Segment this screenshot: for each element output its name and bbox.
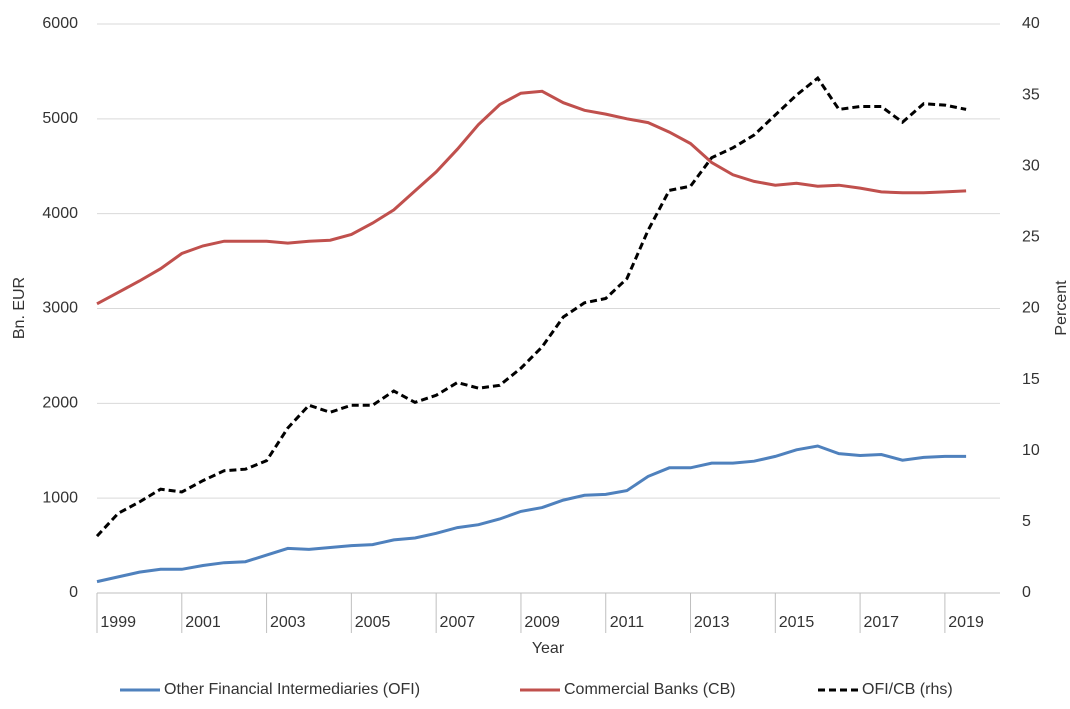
y2-tick-label: 5 [1022, 513, 1031, 530]
y-axis-title: Bn. EUR [11, 277, 28, 339]
y2-tick-label: 20 [1022, 300, 1040, 317]
legend-label: Other Financial Intermediaries (OFI) [164, 681, 420, 698]
y-tick-label: 1000 [42, 489, 78, 506]
legend-label: Commercial Banks (CB) [564, 681, 736, 698]
y2-axis-title: Percent [1053, 280, 1070, 336]
series-line [96, 444, 967, 584]
y2-tick-label: 25 [1022, 229, 1040, 246]
y2-tick-label: 30 [1022, 157, 1040, 174]
y-tick-label: 0 [69, 584, 78, 601]
x-axis-title: Year [532, 640, 565, 657]
x-tick-label: 2001 [185, 614, 221, 631]
legend-label: OFI/CB (rhs) [862, 681, 953, 698]
x-tick-label: 2017 [863, 614, 899, 631]
x-tick-label: 2003 [270, 614, 306, 631]
y-tick-label: 3000 [42, 300, 78, 317]
y2-tick-label: 15 [1022, 371, 1040, 388]
y-tick-label: 6000 [42, 15, 78, 32]
series-line [95, 75, 967, 538]
x-tick-label: 2005 [355, 614, 391, 631]
x-tick-label: 2011 [610, 614, 645, 631]
y2-tick-label: 10 [1022, 442, 1040, 459]
x-tick-label: 2013 [694, 614, 730, 631]
series-line [96, 89, 967, 306]
y-tick-label: 5000 [42, 110, 78, 127]
x-tick-label: 2015 [779, 614, 815, 631]
y-tick-label: 2000 [42, 395, 78, 412]
y2-tick-label: 40 [1022, 15, 1040, 32]
x-tick-label: 1999 [100, 614, 136, 631]
y-tick-label: 4000 [42, 205, 78, 222]
x-tick-label: 2019 [948, 614, 984, 631]
x-tick-label: 2007 [440, 614, 476, 631]
x-tick-label: 2009 [524, 614, 560, 631]
y2-tick-label: 0 [1022, 584, 1031, 601]
y2-tick-label: 35 [1022, 86, 1040, 103]
